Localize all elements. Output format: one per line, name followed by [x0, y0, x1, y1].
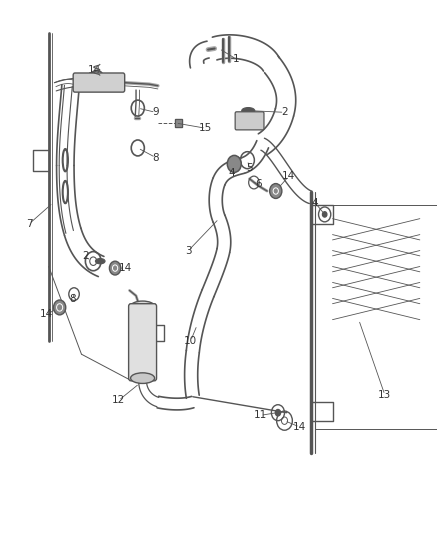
Text: 14: 14 — [293, 422, 307, 432]
Text: 15: 15 — [199, 123, 212, 133]
Text: 2: 2 — [82, 251, 89, 261]
Circle shape — [90, 70, 104, 87]
FancyBboxPatch shape — [235, 112, 264, 130]
Polygon shape — [175, 119, 182, 127]
Circle shape — [110, 261, 121, 275]
Text: 14: 14 — [282, 171, 296, 181]
Text: 11: 11 — [254, 410, 267, 421]
Circle shape — [53, 300, 66, 315]
Text: 6: 6 — [255, 179, 261, 189]
Circle shape — [322, 212, 327, 217]
FancyBboxPatch shape — [129, 304, 156, 381]
Circle shape — [270, 183, 282, 198]
Text: 14: 14 — [119, 263, 132, 273]
Text: 3: 3 — [185, 246, 192, 255]
Text: 2: 2 — [281, 107, 288, 117]
Text: 9: 9 — [152, 107, 159, 117]
Text: 5: 5 — [246, 163, 253, 173]
Text: 14: 14 — [40, 309, 53, 319]
FancyBboxPatch shape — [73, 73, 125, 92]
Circle shape — [276, 409, 281, 416]
Circle shape — [227, 156, 241, 172]
Text: 14: 14 — [88, 65, 101, 75]
Text: 4: 4 — [229, 168, 235, 179]
Ellipse shape — [131, 373, 155, 383]
Text: 1: 1 — [233, 54, 240, 64]
Text: 12: 12 — [112, 395, 125, 406]
Text: 10: 10 — [184, 336, 197, 346]
Ellipse shape — [242, 108, 255, 114]
Text: 8: 8 — [69, 294, 76, 304]
Text: 13: 13 — [378, 390, 392, 400]
Ellipse shape — [95, 259, 105, 264]
Text: 8: 8 — [152, 152, 159, 163]
Text: 7: 7 — [26, 219, 32, 229]
Text: 4: 4 — [312, 198, 318, 208]
Ellipse shape — [131, 301, 155, 312]
